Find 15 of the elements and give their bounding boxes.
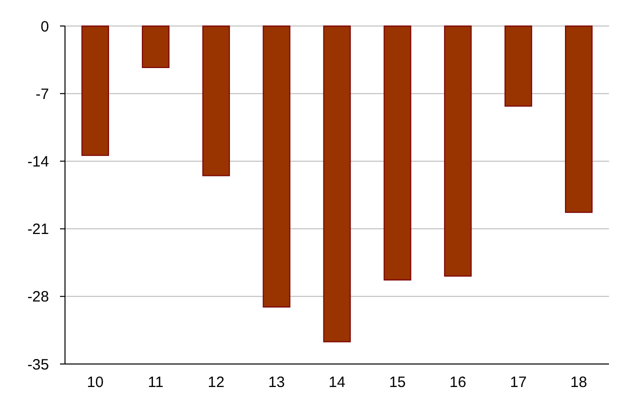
x-tick-label: 17 (510, 374, 527, 391)
y-tick-label: 0 (40, 18, 49, 36)
x-tick-label: 14 (328, 374, 346, 391)
x-tick-label: 10 (86, 374, 104, 391)
x-tick-label: 12 (208, 374, 224, 391)
y-tick-label: -21 (27, 221, 49, 238)
x-tick-label: 16 (450, 374, 466, 391)
x-tick-label: 11 (148, 374, 164, 391)
y-tick-label: -14 (27, 153, 49, 170)
y-tick-label: -7 (36, 86, 49, 103)
y-tick-label: -35 (27, 356, 49, 374)
x-tick-label: 13 (268, 374, 285, 391)
y-tick-label: -28 (27, 288, 49, 306)
x-tick-label: 15 (389, 374, 406, 391)
x-tick-label: 18 (570, 374, 588, 391)
